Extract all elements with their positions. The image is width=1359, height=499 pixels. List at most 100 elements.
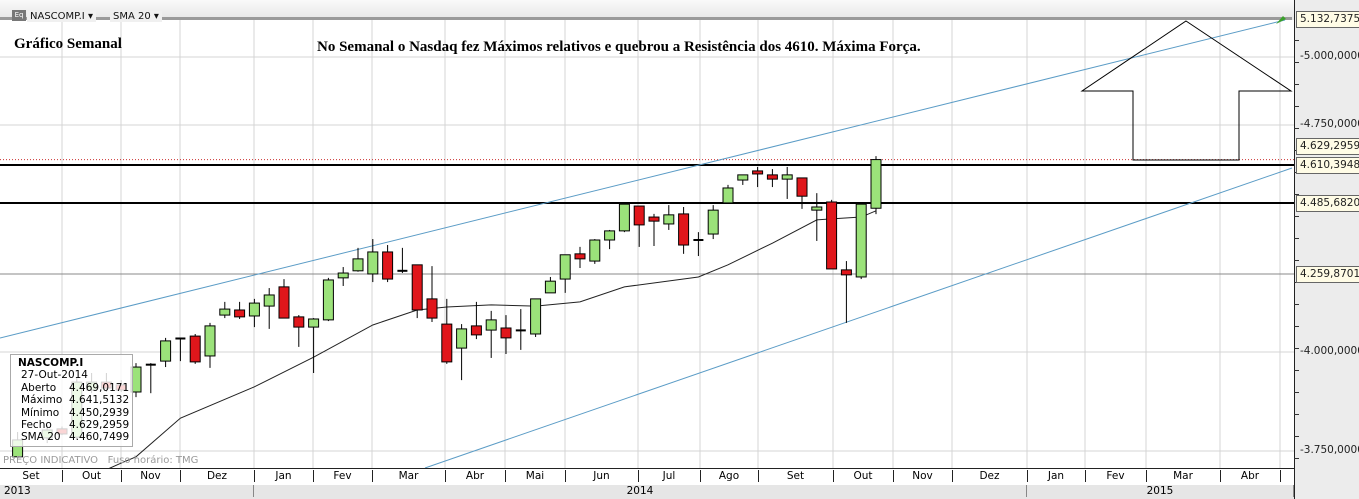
- candle-body-down: [234, 309, 246, 318]
- candle-body-up: [559, 254, 571, 280]
- indicator-dropdown[interactable]: SMA 20 ▾: [110, 11, 162, 22]
- candle[interactable]: [633, 205, 645, 247]
- axis-minor-tick: [1294, 40, 1299, 41]
- y-tick-label: -5.000,0000: [1300, 50, 1359, 62]
- candle[interactable]: [367, 239, 379, 283]
- candle[interactable]: [189, 333, 201, 364]
- candle-body-down: [826, 201, 838, 270]
- candle[interactable]: [470, 301, 482, 340]
- candle[interactable]: [544, 276, 556, 294]
- axis-minor-tick: [1294, 326, 1299, 327]
- candle[interactable]: [456, 324, 468, 381]
- candle[interactable]: [589, 239, 601, 264]
- price-note: PREÇO INDICATIVO: [3, 455, 99, 466]
- candle[interactable]: [485, 310, 497, 358]
- candle[interactable]: [160, 337, 172, 368]
- candle[interactable]: [515, 309, 526, 350]
- candle[interactable]: [737, 174, 749, 185]
- candle[interactable]: [781, 166, 793, 199]
- month-label: Dez: [180, 470, 255, 482]
- candle[interactable]: [219, 301, 231, 319]
- candle-body-up: [737, 174, 749, 181]
- candle[interactable]: [559, 254, 571, 293]
- candle[interactable]: [175, 337, 186, 362]
- candle[interactable]: [322, 277, 334, 322]
- candle-body-up: [870, 159, 882, 209]
- axis-minor-tick: [1294, 304, 1299, 305]
- candle[interactable]: [441, 298, 453, 364]
- candle-body-doji: [693, 239, 704, 242]
- candle[interactable]: [693, 232, 704, 257]
- month-label: Jun: [565, 470, 639, 482]
- candle[interactable]: [796, 177, 808, 209]
- candle-body-up: [530, 298, 542, 335]
- candle[interactable]: [707, 205, 719, 240]
- candle[interactable]: [337, 267, 349, 286]
- month-label: Out: [62, 470, 122, 482]
- month-label: Nov: [121, 470, 181, 482]
- trendline-upper[interactable]: [0, 19, 1286, 339]
- y-tick-label: -4.750,0000: [1300, 118, 1359, 130]
- candle[interactable]: [574, 246, 586, 268]
- candle[interactable]: [382, 245, 394, 283]
- month-label: Abr: [1220, 470, 1281, 482]
- candle[interactable]: [145, 363, 156, 394]
- candle-body-up: [204, 325, 216, 357]
- candle[interactable]: [530, 298, 542, 337]
- legend-row: Fecho 4.629,2959: [11, 419, 132, 431]
- candle-body-up: [160, 340, 172, 362]
- candle[interactable]: [604, 229, 616, 250]
- month-label: Jan: [1027, 470, 1086, 482]
- candle[interactable]: [722, 184, 734, 204]
- up-arrow-drawing[interactable]: [1080, 20, 1293, 161]
- candle[interactable]: [411, 264, 423, 319]
- candle-body-up: [219, 308, 231, 316]
- candle[interactable]: [293, 315, 305, 347]
- indicator-label: SMA 20: [113, 11, 151, 22]
- candle[interactable]: [397, 247, 408, 274]
- price-label: 4.485,6820: [1296, 195, 1359, 212]
- candle[interactable]: [248, 298, 260, 328]
- legend-value: 4.469,0171: [69, 381, 130, 394]
- candle[interactable]: [840, 261, 852, 323]
- candle[interactable]: [826, 199, 838, 270]
- timezone-note: Fuso horário: TMG: [107, 455, 199, 466]
- month-label: Nov: [893, 470, 953, 482]
- candle-body-down: [648, 216, 660, 222]
- price-label: 4.610,3948: [1296, 157, 1359, 174]
- candle[interactable]: [234, 301, 246, 319]
- candle[interactable]: [500, 315, 512, 354]
- y-tick-label: -4.000,0000: [1300, 345, 1359, 357]
- candle[interactable]: [678, 206, 690, 254]
- candle[interactable]: [811, 193, 823, 241]
- trendline-lower[interactable]: [424, 167, 1293, 468]
- candle[interactable]: [663, 205, 675, 230]
- footer-note: PREÇO INDICATIVO Fuso horário: TMG: [3, 455, 198, 467]
- candle-body-down: [574, 253, 586, 260]
- candle[interactable]: [752, 166, 764, 188]
- legend-value: 4.450,2939: [69, 406, 130, 419]
- candle[interactable]: [278, 279, 290, 319]
- candle-body-down: [633, 205, 645, 226]
- candle[interactable]: [352, 247, 364, 272]
- candle[interactable]: [426, 266, 438, 322]
- candle[interactable]: [308, 318, 320, 373]
- candle[interactable]: [618, 202, 630, 233]
- candle[interactable]: [766, 169, 778, 188]
- legend-date: 27-Out-2014: [21, 369, 88, 382]
- price-chart[interactable]: [0, 0, 1294, 468]
- axis-minor-tick: [1294, 458, 1299, 459]
- axis-minor-tick: [1294, 238, 1299, 239]
- candle[interactable]: [648, 213, 660, 246]
- y-tick-label: -3.750,0000: [1300, 444, 1359, 456]
- year-label: 2013: [0, 485, 254, 497]
- month-label: Mai: [505, 470, 566, 482]
- candle[interactable]: [263, 288, 275, 329]
- candle[interactable]: [855, 203, 867, 280]
- price-axis[interactable]: [1294, 0, 1359, 499]
- candle[interactable]: [870, 156, 882, 215]
- candle-body-up: [322, 279, 334, 321]
- candle[interactable]: [204, 322, 216, 368]
- symbol-dropdown[interactable]: NASCOMP.I ▾: [27, 11, 96, 22]
- candle-body-down: [426, 298, 438, 319]
